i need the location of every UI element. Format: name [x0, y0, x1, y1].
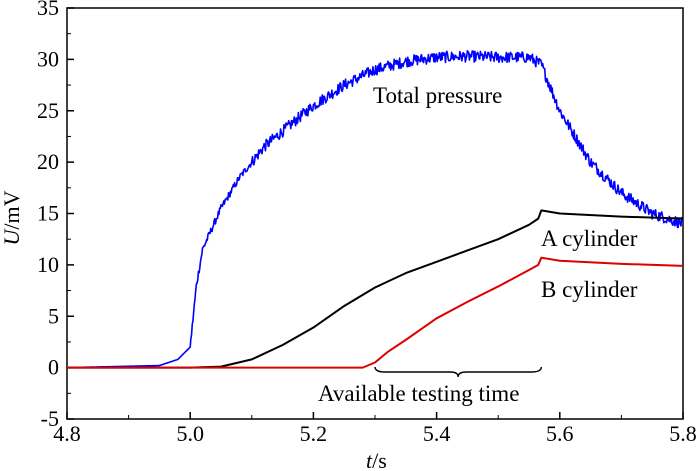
annotation-testing-time: Available testing time: [318, 381, 519, 406]
brace-path: [374, 366, 543, 378]
y-axis-label: U/mV: [0, 190, 24, 245]
annotation-a-cylinder: A cylinder: [541, 226, 638, 251]
annotation-total-pressure: Total pressure: [373, 83, 502, 108]
y-tick-label: 35: [37, 0, 59, 20]
y-tick-label: 30: [37, 46, 59, 71]
series-line-b-cylinder: [67, 256, 684, 369]
y-tick-label: 15: [37, 201, 59, 226]
y-tick-label: 10: [37, 252, 59, 277]
y-tick-label: 25: [37, 98, 59, 123]
y-tick-label: -5: [41, 406, 59, 431]
series-layer: [66, 49, 684, 369]
testing-time-brace: [374, 366, 543, 378]
axes: 4.8 5.0 5.2 5.4 5.6 5.8 -5 0 5 10 15 20 25 30 35: [37, 0, 697, 446]
x-tick-label: 5.6: [546, 421, 574, 446]
x-axis-label-unit: /s: [372, 448, 387, 471]
y-axis-label-unit: /mV: [0, 190, 24, 229]
series-line-a-cylinder: [67, 209, 684, 369]
y-tick-label: 20: [37, 149, 59, 174]
x-tick-label: 5.8: [669, 421, 697, 446]
y-axis-label-symbol: U: [0, 228, 24, 246]
x-tick-label: 5.2: [300, 421, 328, 446]
y-tick-label: 0: [48, 355, 59, 380]
series-line-total-pressure: [66, 49, 684, 369]
x-axis-label: t/s: [366, 448, 387, 471]
annotation-b-cylinder: B cylinder: [541, 277, 638, 302]
x-tick-label: 5.0: [176, 421, 204, 446]
x-axis-label-symbol: t: [366, 448, 373, 471]
x-tick-label: 5.4: [423, 421, 451, 446]
y-tick-label: 5: [48, 303, 59, 328]
x-tick-label: 4.8: [53, 421, 81, 446]
